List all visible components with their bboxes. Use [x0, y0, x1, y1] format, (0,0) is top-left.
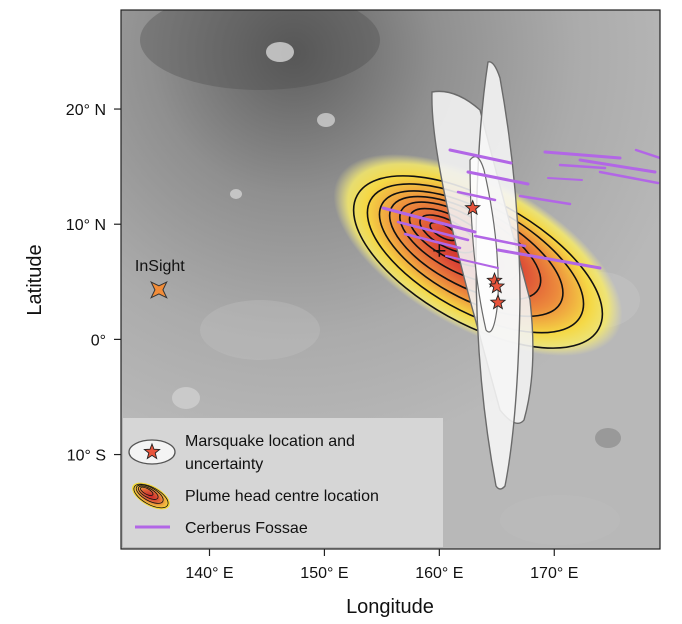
fossae-segment: [578, 158, 657, 174]
legend-marsquake-symbol: [128, 439, 176, 465]
y-tick-label: 10° N: [66, 217, 106, 234]
fossae-segment: [496, 248, 602, 270]
fossae-segment: [466, 170, 530, 186]
fossae-segment: [445, 255, 499, 269]
marker-layer: [150, 199, 507, 310]
x-tick-label: 160° E: [415, 565, 463, 582]
fossae-segment: [543, 150, 622, 160]
fossae-segment: [518, 194, 572, 206]
marsquake-star: [488, 277, 506, 294]
star-icon: [143, 442, 161, 460]
fossae-segment: [473, 234, 527, 248]
y-tick-label: 10° S: [67, 448, 106, 465]
insight-label: InSight: [135, 258, 185, 275]
marsquake-uncertainty-layer: [431, 61, 534, 490]
y-axis-title: Latitude: [24, 244, 46, 315]
fossae-segment: [381, 206, 477, 234]
fossae-segment: [403, 232, 462, 250]
x-tick-label: 150° E: [300, 565, 348, 582]
fossae-segment: [547, 177, 583, 181]
y-tick-label: 20° N: [66, 102, 106, 119]
fossae-segment: [558, 163, 607, 170]
legend-marsquake-label-line1: Marsquake location and: [185, 433, 355, 450]
marsquake-star: [464, 199, 481, 216]
cerberus-fossae-layer: [381, 148, 660, 270]
x-tick-label: 140° E: [185, 565, 233, 582]
y-tick-label: 0°: [91, 332, 106, 349]
plume-centre-cross-icon: [433, 244, 446, 257]
axes: 140° E 150° E 160° E 170° E 20° N 10° N 0° 10° …: [66, 102, 579, 582]
x-tick-label: 170° E: [530, 565, 578, 582]
fossae-segment: [456, 190, 497, 202]
insight-marker-icon: [150, 281, 168, 299]
fossae-segment: [634, 148, 660, 160]
x-axis-title: Longitude: [346, 596, 434, 618]
plot-frame: [120, 9, 661, 550]
legend: Marsquake location and uncertainty Plume…: [123, 418, 443, 547]
fossae-segment: [598, 170, 660, 185]
marsquake-star: [489, 293, 507, 310]
legend-fossae-label: Cerberus Fossae: [185, 520, 308, 537]
legend-marsquake-label-line2: uncertainty: [185, 456, 263, 473]
legend-plume-symbol: [132, 482, 170, 510]
legend-background: [123, 418, 443, 547]
fossae-segment: [448, 148, 513, 165]
legend-plume-label: Plume head centre location: [185, 488, 379, 505]
fossae-segment: [396, 220, 470, 242]
